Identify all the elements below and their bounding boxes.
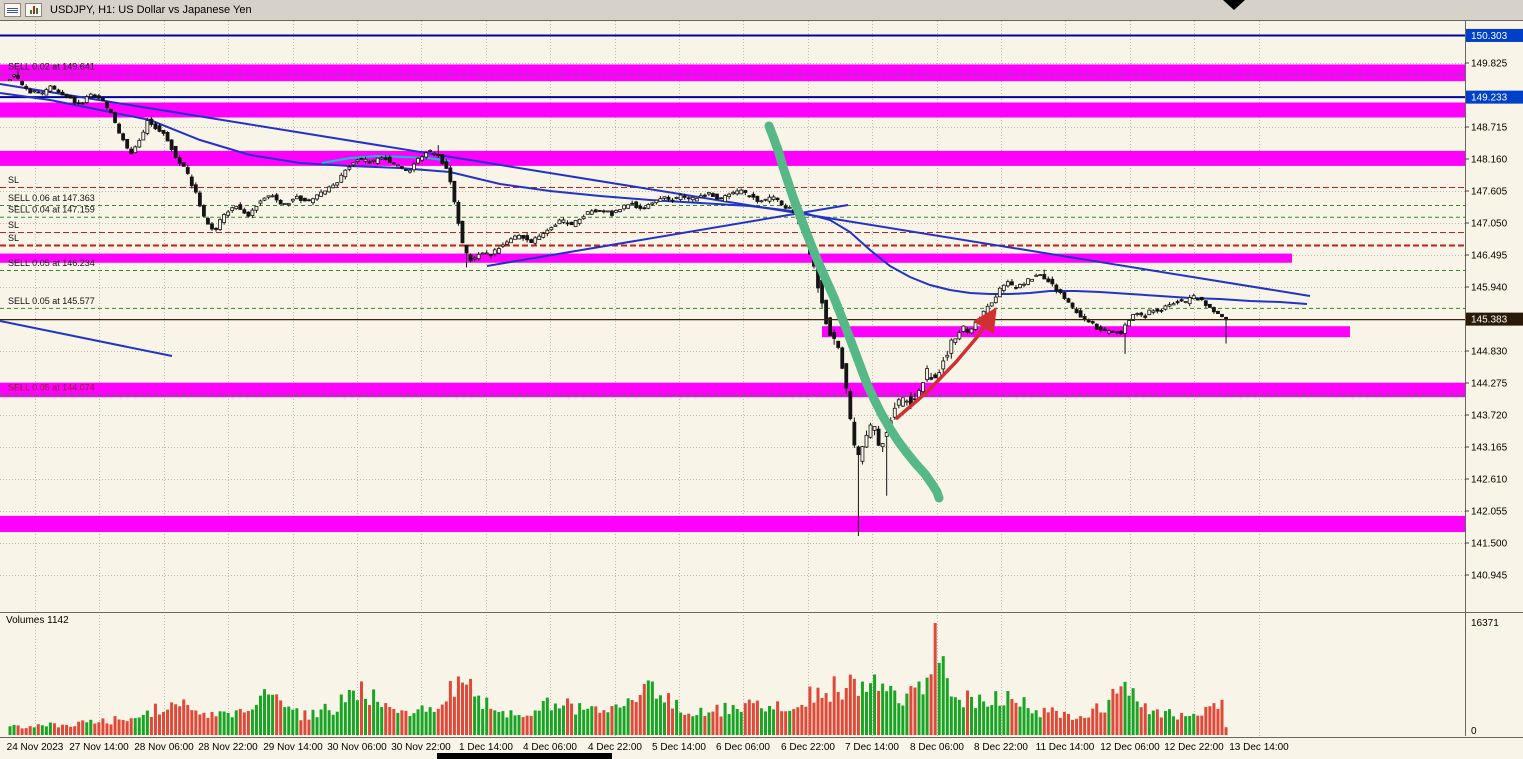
price-tick-label: 144.275 <box>1471 378 1508 389</box>
time-axis-label: 8 Dec 22:00 <box>974 742 1028 753</box>
price-tick-label: 147.050 <box>1471 218 1508 229</box>
time-axis-label: 6 Dec 22:00 <box>781 742 835 753</box>
candlestick-series <box>8 70 1228 537</box>
fast-ma-segment <box>321 154 451 164</box>
moving-average-line <box>0 92 1308 305</box>
time-axis-label: 30 Nov 22:00 <box>391 742 451 753</box>
price-axis[interactable]: 149.825 148.715 148.160 147.605 147.050 146.4… <box>1465 28 1523 582</box>
stop-loss-lines <box>0 187 1465 247</box>
zone-band <box>0 515 1465 533</box>
time-axis-label: 1 Dec 14:00 <box>459 742 513 753</box>
trendline <box>486 204 849 267</box>
price-tick-label: 145.940 <box>1471 282 1508 293</box>
stop-loss-label: SL <box>8 233 19 243</box>
order-label: SELL 0.05 at 145.577 <box>8 296 95 306</box>
price-tag-label: 145.383 <box>1471 315 1508 326</box>
zone-band <box>0 102 1465 118</box>
order-label: SELL 0.06 at 147.363 <box>8 193 95 203</box>
chart-titlebar: USDJPY, H1: US Dollar vs Japanese Yen <box>0 0 1523 20</box>
zone-band <box>0 150 1465 166</box>
price-tick-label: 148.715 <box>1471 122 1508 133</box>
time-axis-label: 29 Nov 14:00 <box>263 742 323 753</box>
arrow-drawing <box>895 307 997 420</box>
price-tag-label: 149.233 <box>1471 93 1508 104</box>
zone-band <box>0 382 1465 398</box>
overlay-triangle-artifact <box>1223 0 1245 10</box>
chart-background <box>0 20 1523 737</box>
time-axis-label: 30 Nov 06:00 <box>327 742 387 753</box>
time-axis-label: 8 Dec 06:00 <box>910 742 964 753</box>
list-icon[interactable] <box>4 3 21 17</box>
price-tag <box>1466 28 1523 42</box>
time-axis-label: 7 Dec 14:00 <box>845 742 899 753</box>
volume-series <box>8 623 1228 735</box>
order-label: SELL 0.02 at 149.641 <box>8 62 95 72</box>
price-tag <box>1466 90 1523 104</box>
trendline <box>0 320 173 357</box>
order-label: SELL 0.05 at 144.074 <box>8 383 95 393</box>
price-tick-label: 147.605 <box>1471 186 1508 197</box>
price-tick-label: 140.945 <box>1471 570 1508 581</box>
supply-demand-zones <box>0 64 1465 533</box>
time-axis[interactable]: 24 Nov 2023 27 Nov 14:00 28 Nov 06:00 28 No… <box>0 737 1523 759</box>
time-axis-label: 5 Dec 14:00 <box>652 742 706 753</box>
stop-loss-label: SL <box>8 220 19 230</box>
price-tag <box>1466 312 1523 326</box>
volumes-indicator-label: Volumes 1142 <box>6 615 69 626</box>
price-tick-label: 143.165 <box>1471 442 1508 453</box>
price-tag-label: 150.303 <box>1471 31 1508 42</box>
time-axis-label: 13 Dec 14:00 <box>1229 742 1289 753</box>
chart-title: USDJPY, H1: US Dollar vs Japanese Yen <box>50 4 252 16</box>
bottom-window-artifact <box>437 753 612 759</box>
price-tick-label: 146.495 <box>1471 250 1508 261</box>
time-axis-label: 28 Nov 22:00 <box>198 742 258 753</box>
freehand-drawing <box>764 121 944 503</box>
trendline <box>0 83 1311 297</box>
zone-band <box>0 253 1292 263</box>
time-axis-label: 24 Nov 2023 <box>6 742 64 753</box>
time-axis-label: 4 Dec 06:00 <box>523 742 577 753</box>
order-label: SELL 0.04 at 147.159 <box>8 205 95 215</box>
time-axis-label: 28 Nov 06:00 <box>134 742 194 753</box>
time-axis-label: 12 Dec 06:00 <box>1100 742 1160 753</box>
stop-loss-label: SL <box>8 175 19 185</box>
zone-band <box>0 64 1465 82</box>
volume-zero-label: 0 <box>1471 726 1477 737</box>
price-tick-label: 144.830 <box>1471 346 1508 357</box>
time-axis-label: 4 Dec 22:00 <box>588 742 642 753</box>
horizontal-level-lines <box>0 34 1465 99</box>
volume-max-label: 16371 <box>1471 618 1499 629</box>
zone-band <box>822 326 1350 338</box>
time-axis-label: 6 Dec 06:00 <box>716 742 770 753</box>
price-tick-label: 141.500 <box>1471 538 1508 549</box>
sell-order-lines <box>0 73 1465 396</box>
price-tick-label: 142.055 <box>1471 506 1508 517</box>
price-tick-label: 143.720 <box>1471 410 1508 421</box>
order-label: SELL 0.05 at 146.234 <box>8 258 95 268</box>
trendlines <box>0 83 1311 357</box>
price-tick-label: 142.610 <box>1471 474 1508 485</box>
price-tick-label: 149.825 <box>1471 59 1508 70</box>
time-axis-label: 11 Dec 14:00 <box>1035 742 1095 753</box>
time-axis-label: 12 Dec 22:00 <box>1164 742 1224 753</box>
time-axis-label: 27 Nov 14:00 <box>69 742 129 753</box>
price-tick-label: 148.160 <box>1471 154 1508 165</box>
order-labels: SELL 0.02 at 149.641 SELL 0.06 at 147.363… <box>8 62 95 393</box>
candlestick-chart-icon[interactable] <box>25 3 42 17</box>
